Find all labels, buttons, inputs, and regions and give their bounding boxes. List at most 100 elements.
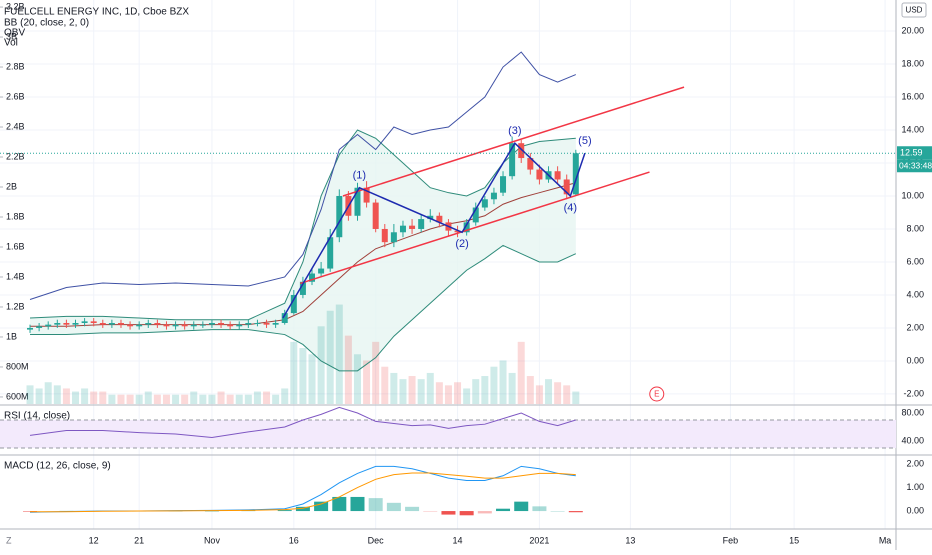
y2-tick-label: 2.2B <box>6 151 25 161</box>
signal-line <box>30 472 576 513</box>
volume-bar <box>244 394 252 404</box>
candle-body <box>99 323 106 325</box>
wave-line <box>282 141 586 319</box>
x-tick-label: 13 <box>625 535 635 545</box>
currency[interactable]: USD <box>906 6 923 15</box>
x-tick-label: Ma <box>879 535 892 545</box>
x-tick-label: 14 <box>453 535 463 545</box>
y-tick-label: 2.00 <box>906 322 924 332</box>
y-tick-label: 6.00 <box>906 256 924 266</box>
y2-tick-label: 2.6B <box>6 91 25 101</box>
macd-tick-label: 1.00 <box>906 482 924 492</box>
volume-bar <box>444 385 452 404</box>
y2-tick-label: 1.2B <box>6 301 25 311</box>
volume-bar <box>454 382 462 404</box>
volume-bar <box>335 304 343 404</box>
volume-bar <box>554 382 562 404</box>
y-tick-label: -2.00 <box>903 388 924 398</box>
candle-body <box>481 199 488 208</box>
volume-bar <box>545 379 553 404</box>
footer-left[interactable]: Z <box>6 535 12 545</box>
candle-body <box>54 323 61 325</box>
rsi-title: RSI (14, close) <box>4 411 70 422</box>
macd-hist-bar <box>386 502 401 512</box>
macd-hist-bar <box>550 511 565 512</box>
volume-bar <box>463 388 471 404</box>
macd-hist-bar <box>23 511 38 512</box>
y2-tick-label: 1.6B <box>6 241 25 251</box>
volume-bar <box>372 341 380 404</box>
candle-body <box>509 143 516 177</box>
volume-bar <box>317 326 325 404</box>
volume-bar <box>44 382 52 404</box>
y-tick-label: 4.00 <box>906 289 924 299</box>
volume-bar <box>417 379 425 404</box>
volume-bar <box>217 391 225 404</box>
volume-bar <box>199 394 207 404</box>
y2-tick-label: 3.2B <box>6 1 25 11</box>
candle-body <box>318 268 325 274</box>
volume-bar <box>181 394 189 404</box>
candle-body <box>36 326 43 328</box>
earnings-marker[interactable] <box>649 386 665 402</box>
rsi-tick-label: 40.00 <box>901 435 924 445</box>
candle-body <box>154 323 161 325</box>
macd-hist-bar <box>496 508 511 512</box>
y-tick-label: 8.00 <box>906 223 924 233</box>
currency-box[interactable] <box>901 2 927 18</box>
last-price-box <box>897 146 932 160</box>
candle-body <box>427 215 434 220</box>
legend-label: OBV <box>4 28 25 39</box>
volume-bar <box>144 391 152 404</box>
volume-bar <box>235 394 243 404</box>
volume-bar <box>563 385 571 404</box>
wave-label: (3) <box>508 125 521 137</box>
wave-label: (1) <box>353 170 366 182</box>
x-tick-label: Feb <box>723 535 739 545</box>
y2-tick-label: 1B <box>6 331 17 341</box>
macd-hist-bar <box>314 501 329 512</box>
candle-body <box>181 324 188 327</box>
candle-body <box>199 324 206 326</box>
x-tick-label: 15 <box>789 535 799 545</box>
candle-body <box>127 324 134 327</box>
candle-body <box>336 195 343 238</box>
volume-bar <box>35 388 43 404</box>
volume-bar <box>208 394 216 404</box>
x-tick-label: 21 <box>134 535 144 545</box>
y-tick-label: 0.00 <box>906 355 924 365</box>
macd-hist-bar <box>568 511 583 513</box>
macd-hist-bar <box>277 510 292 512</box>
last-price: 12.59 <box>900 148 923 158</box>
x-tick-label: 2021 <box>529 535 549 545</box>
volume-bar <box>481 376 489 404</box>
countdown: 04:33:48 <box>899 161 932 171</box>
volume-bar <box>253 391 261 404</box>
candle-body <box>327 237 334 269</box>
candle-body <box>309 273 316 282</box>
volume-bar <box>263 391 271 404</box>
earnings-label: E <box>654 390 659 399</box>
wave-label: (5) <box>578 135 591 147</box>
macd-hist-bar <box>332 496 347 512</box>
volume-bar <box>399 379 407 404</box>
volume-bar <box>526 376 534 404</box>
volume-bar <box>426 372 434 404</box>
candle-body <box>90 321 97 324</box>
candle-body <box>527 158 534 170</box>
volume-bar <box>517 341 525 404</box>
candle-body <box>409 225 416 229</box>
wave-label: (2) <box>455 238 468 250</box>
macd-hist-bar <box>514 501 529 512</box>
candle-body <box>536 169 543 180</box>
candle-body <box>272 323 279 325</box>
candle-body <box>436 215 443 223</box>
volume-bar <box>408 376 416 404</box>
volume-bar <box>108 394 116 404</box>
candle-body <box>418 219 425 229</box>
candle-body <box>208 323 215 325</box>
obv-line <box>29 51 576 300</box>
wave-label: (4) <box>564 202 577 214</box>
candle-body <box>117 323 124 325</box>
